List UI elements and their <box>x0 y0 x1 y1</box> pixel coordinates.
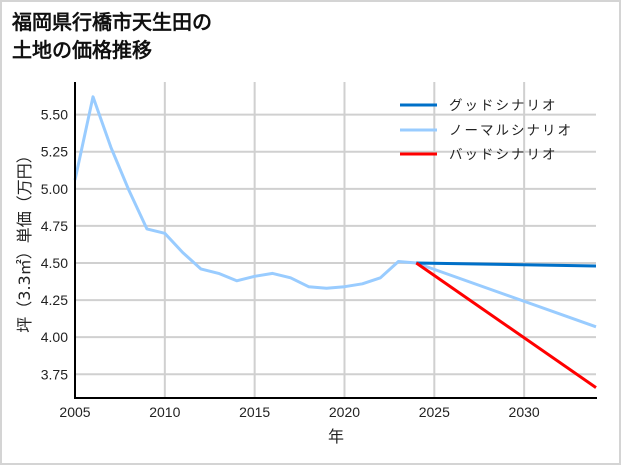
y-tick-labels: 3.75 4.00 4.25 4.50 4.75 5.00 5.25 5.50 <box>41 107 68 383</box>
x-axis-label: 年 <box>328 427 344 446</box>
x-tick-label: 2025 <box>419 404 450 420</box>
x-tick-label: 2010 <box>149 404 180 420</box>
y-tick-label: 4.50 <box>41 255 68 271</box>
y-tick-label: 3.75 <box>41 366 68 382</box>
legend-label: ノーマルシナリオ <box>449 123 573 139</box>
y-axis-label: 坪（3.3㎡）単価（万円） <box>15 147 34 332</box>
y-tick-label: 4.00 <box>41 329 68 345</box>
axes <box>74 82 597 399</box>
series-line-0 <box>416 261 597 268</box>
x-tick-label: 2020 <box>329 404 360 420</box>
x-tick-labels: 2005 2010 2015 2020 2025 2030 <box>59 404 539 420</box>
series-line-1 <box>73 95 597 329</box>
chart-title-line-1: 福岡県行橋市天生田の <box>12 10 212 34</box>
series-line-2 <box>415 261 597 389</box>
grid-lines <box>75 82 596 398</box>
y-tick-label: 5.00 <box>41 181 68 197</box>
chart-title: 福岡県行橋市天生田の 土地の価格推移 <box>12 8 212 64</box>
y-tick-label: 4.25 <box>41 292 68 308</box>
legend-label: バッドシナリオ <box>449 147 558 163</box>
y-tick-label: 5.50 <box>41 107 68 123</box>
y-tick-label: 5.25 <box>41 144 68 160</box>
series-lines <box>73 95 597 389</box>
x-tick-label: 2005 <box>59 404 90 420</box>
y-tick-label: 4.75 <box>41 218 68 234</box>
x-tick-label: 2030 <box>509 404 540 420</box>
chart-title-line-2: 土地の価格推移 <box>12 38 152 62</box>
x-tick-label: 2015 <box>239 404 270 420</box>
legend-label: グッドシナリオ <box>449 98 558 114</box>
